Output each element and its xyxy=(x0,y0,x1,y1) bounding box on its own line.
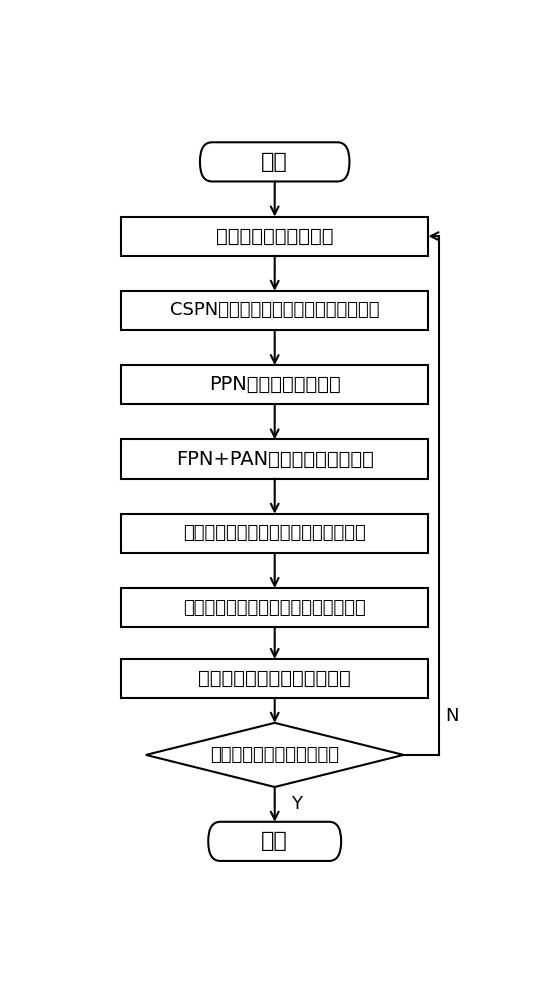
Text: 开始: 开始 xyxy=(262,152,288,172)
FancyBboxPatch shape xyxy=(208,822,341,861)
Text: FPN+PAN多尺度输出特征张量: FPN+PAN多尺度输出特征张量 xyxy=(176,450,374,469)
FancyBboxPatch shape xyxy=(121,291,428,330)
FancyBboxPatch shape xyxy=(121,588,428,627)
Text: Y: Y xyxy=(292,795,302,813)
Text: 读取待分析染色体图像: 读取待分析染色体图像 xyxy=(216,227,333,246)
Text: N: N xyxy=(445,707,458,725)
FancyBboxPatch shape xyxy=(121,514,428,553)
Text: CSPN提取双着丝粒畸变染色体深层特征: CSPN提取双着丝粒畸变染色体深层特征 xyxy=(170,301,379,319)
FancyBboxPatch shape xyxy=(121,217,428,256)
Text: 统计双着色粒畸变染色体个数: 统计双着色粒畸变染色体个数 xyxy=(198,669,351,688)
Polygon shape xyxy=(146,723,404,787)
Text: 结束畸变染色体自动分析？: 结束畸变染色体自动分析？ xyxy=(210,746,339,764)
Text: 结束: 结束 xyxy=(262,831,288,851)
FancyBboxPatch shape xyxy=(200,142,349,181)
FancyBboxPatch shape xyxy=(121,365,428,404)
Text: PPN提炼所提取的特征: PPN提炼所提取的特征 xyxy=(209,375,340,394)
Text: 标记并分割出双着丝粒畸变染色体图像: 标记并分割出双着丝粒畸变染色体图像 xyxy=(183,599,366,617)
FancyBboxPatch shape xyxy=(121,439,428,479)
Text: 回归预测畸变染色体边界框位置和大小: 回归预测畸变染色体边界框位置和大小 xyxy=(183,524,366,542)
FancyBboxPatch shape xyxy=(121,659,428,698)
